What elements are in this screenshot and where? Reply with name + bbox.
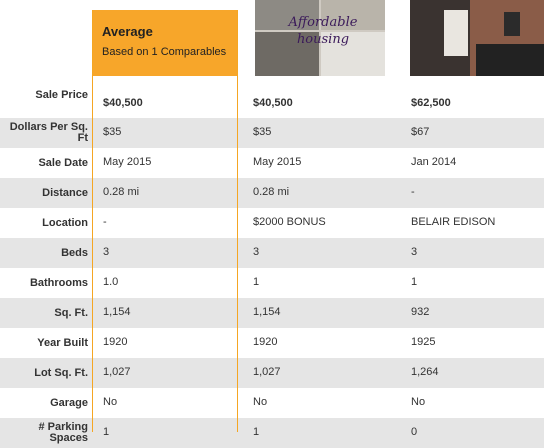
cell-value: 0 xyxy=(411,426,418,438)
cell-value: 1.0 xyxy=(103,276,119,288)
row-label: Beds xyxy=(61,246,88,259)
average-border xyxy=(92,10,93,432)
cell-value: May 2015 xyxy=(253,156,302,168)
cell-value: 1,027 xyxy=(253,366,281,378)
cell-value: $2000 BONUS xyxy=(253,216,326,228)
property-photo: Affordable housing xyxy=(255,0,385,76)
row-band xyxy=(0,178,544,208)
cell-value: 1,154 xyxy=(103,306,131,318)
cell-value: 932 xyxy=(411,306,430,318)
cell-value: No xyxy=(411,396,426,408)
cell-value: 0.28 mi xyxy=(253,186,290,198)
row-label: Distance xyxy=(42,186,88,199)
cell-value: 1,264 xyxy=(411,366,439,378)
row-label: Dollars Per Sq. Ft xyxy=(9,121,88,144)
cell-value: 1920 xyxy=(253,336,278,348)
cell-value: 0.28 mi xyxy=(103,186,140,198)
cell-value: 1 xyxy=(253,276,260,288)
cell-value: $35 xyxy=(253,126,272,138)
average-border xyxy=(237,10,238,432)
cell-value: 1920 xyxy=(103,336,128,348)
cell-value: Jan 2014 xyxy=(411,156,457,168)
cell-value: $62,500 xyxy=(411,97,451,109)
row-label: Location xyxy=(42,216,88,229)
cell-value: - xyxy=(103,216,107,228)
cell-value: No xyxy=(103,396,118,408)
row-band xyxy=(0,238,544,268)
photo-caption: Affordable housing xyxy=(288,15,358,47)
cell-value: 3 xyxy=(253,246,260,258)
cell-value: $40,500 xyxy=(253,97,293,109)
cell-value: 1,154 xyxy=(253,306,281,318)
row-label: Year Built xyxy=(37,336,88,349)
cell-value: 3 xyxy=(411,246,418,258)
property-photo xyxy=(410,0,544,76)
cell-value: 3 xyxy=(103,246,110,258)
cell-value: No xyxy=(253,396,268,408)
row-label: # Parking Spaces xyxy=(38,421,88,444)
cell-value: 1 xyxy=(103,426,110,438)
row-label: Sq. Ft. xyxy=(54,306,88,319)
average-title: Average xyxy=(102,24,153,39)
average-subtitle: Based on 1 Comparables xyxy=(102,46,227,58)
row-label: Bathrooms xyxy=(29,276,88,289)
average-header: Average Based on 1 Comparables xyxy=(92,10,238,76)
row-label: Lot Sq. Ft. xyxy=(34,366,88,379)
row-label: Sale Price xyxy=(35,89,88,101)
cell-value: 1,027 xyxy=(103,366,131,378)
cell-value: BELAIR EDISON xyxy=(411,216,496,228)
cell-value: $40,500 xyxy=(103,97,143,109)
cell-value: 1 xyxy=(253,426,260,438)
cell-value: 1 xyxy=(411,276,418,288)
cell-value: $67 xyxy=(411,126,430,138)
cell-value: $35 xyxy=(103,126,122,138)
cell-value: - xyxy=(411,186,415,198)
row-band xyxy=(0,298,544,328)
row-label: Sale Date xyxy=(38,156,88,169)
row-band xyxy=(0,358,544,388)
cell-value: 1925 xyxy=(411,336,436,348)
row-band xyxy=(0,118,544,148)
row-label: Garage xyxy=(50,396,88,409)
cell-value: May 2015 xyxy=(103,156,152,168)
